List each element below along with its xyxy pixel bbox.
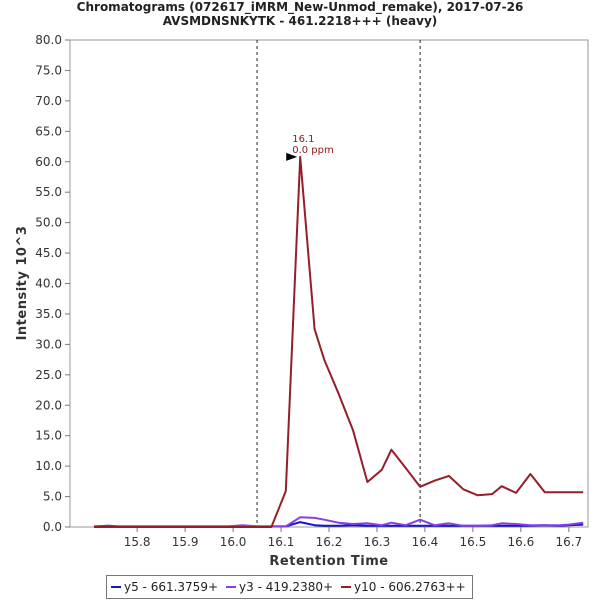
legend: y5 - 661.3759+ y3 - 419.2380+ y10 - 606.27… <box>106 575 473 599</box>
series-lines <box>93 155 584 528</box>
x-axis: 15.8 15.9 16.0 16.1 16.2 16.3 16.4 16.5 16.6 16.7 <box>124 527 582 549</box>
series-line-3 <box>94 155 584 528</box>
y-tick-label: 40.0 <box>35 277 62 291</box>
y-tick-label: 15.0 <box>35 429 62 443</box>
x-tick-label: 16.2 <box>316 535 343 549</box>
y-tick-label: 80.0 <box>35 33 62 47</box>
legend-swatch <box>341 586 352 588</box>
y-tick-label: 50.0 <box>35 216 62 230</box>
y-tick-label: 60.0 <box>35 155 62 169</box>
y-tick-label: 35.0 <box>35 307 62 321</box>
chart-title-line1: Chromatograms (072617_iMRM_New-Unmod_rem… <box>76 0 524 14</box>
x-tick-label: 16.6 <box>507 535 534 549</box>
y-tick-label: 30.0 <box>35 337 62 351</box>
y-tick-label: 25.0 <box>35 368 62 382</box>
legend-label: y10 - 606.2763++ <box>354 580 466 594</box>
y-tick-label: 45.0 <box>35 246 62 260</box>
legend-item-2: y3 - 419.2380+ <box>226 580 333 594</box>
x-tick-label: 16.4 <box>412 535 439 549</box>
y-tick-label: 10.0 <box>35 459 62 473</box>
legend-swatch <box>226 586 237 588</box>
chart-title: Chromatograms (072617_iMRM_New-Unmod_rem… <box>0 0 600 28</box>
x-tick-label: 16.3 <box>364 535 391 549</box>
y-tick-label: 5.0 <box>43 490 62 504</box>
y-tick-label: 70.0 <box>35 94 62 108</box>
y-tick-label: 20.0 <box>35 398 62 412</box>
legend-item-3: y10 - 606.2763++ <box>341 580 466 594</box>
x-tick-label: 15.9 <box>172 535 199 549</box>
x-tick-label: 16.1 <box>268 535 295 549</box>
y-tick-label: 75.0 <box>35 63 62 77</box>
peak-marker-icon <box>286 152 298 161</box>
x-tick-label: 16.0 <box>220 535 247 549</box>
plot-area <box>69 39 589 528</box>
y-tick-label: 65.0 <box>35 124 62 138</box>
y-axis: 0.0 5.0 10.0 15.0 20.0 25.0 30.0 35.0 40.0 45.0 50… <box>35 33 70 534</box>
legend-item-1: y5 - 661.3759+ <box>111 580 218 594</box>
x-axis-title: Retention Time <box>269 554 388 569</box>
legend-label: y5 - 661.3759+ <box>124 580 219 594</box>
peak-label-rt: 16.1 <box>292 134 314 145</box>
x-tick-label: 15.8 <box>124 535 151 549</box>
legend-swatch <box>111 586 121 588</box>
y-tick-label: 0.0 <box>43 520 62 534</box>
y-axis-title: Intensity 10^3 <box>15 226 30 341</box>
y-tick-label: 55.0 <box>35 185 62 199</box>
chart-title-line2: AVSMDNSNKYTK - 461.2218+++ (heavy) <box>162 14 438 28</box>
x-tick-label: 16.5 <box>460 535 487 549</box>
legend-label: y3 - 419.2380+ <box>239 580 334 594</box>
x-tick-label: 16.7 <box>555 535 582 549</box>
peak-annotation: 16.1 0.0 ppm <box>286 134 334 161</box>
peak-label-ppm: 0.0 ppm <box>292 145 334 156</box>
